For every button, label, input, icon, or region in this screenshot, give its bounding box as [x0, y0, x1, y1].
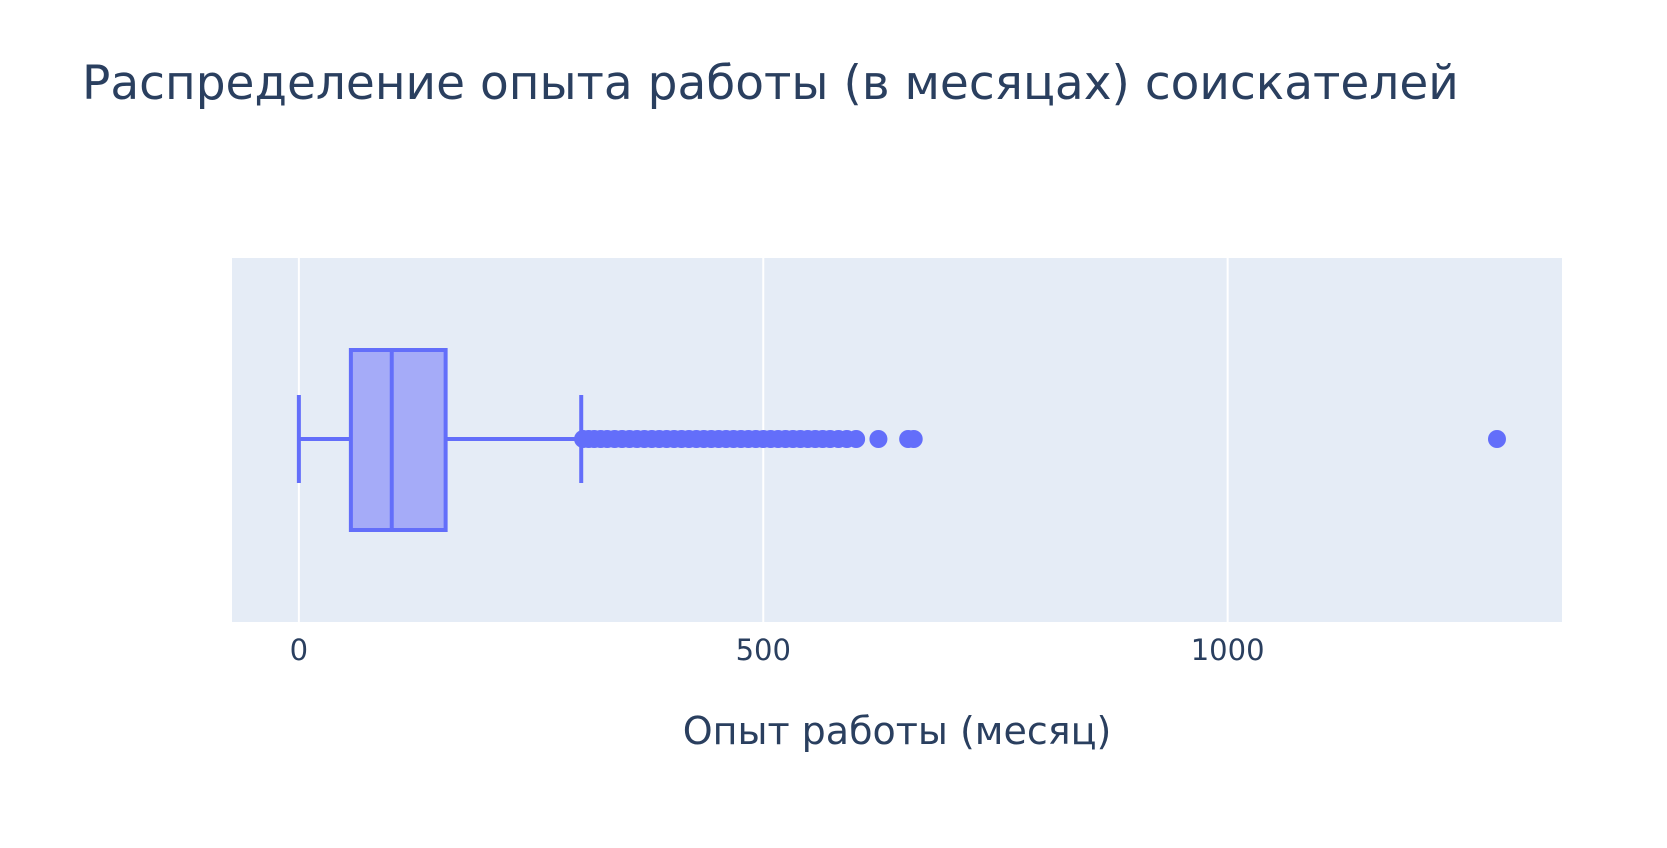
- outlier-point: [869, 430, 888, 448]
- outlier-point: [1487, 430, 1506, 448]
- interquartile-box: [348, 348, 448, 532]
- x-tick-label: 500: [736, 633, 791, 667]
- x-axis-title: Опыт работы (месяц): [683, 709, 1112, 753]
- outlier-point: [847, 430, 866, 448]
- outlier-point: [904, 430, 923, 448]
- x-tick-label: 0: [290, 633, 308, 667]
- outlier-points: [574, 430, 1506, 448]
- chart-title: Распределение опыта работы (в месяцах) с…: [82, 56, 1459, 111]
- x-tick-label: 1000: [1191, 633, 1265, 667]
- x-axis-ticks: 0 500 1000: [290, 633, 1265, 667]
